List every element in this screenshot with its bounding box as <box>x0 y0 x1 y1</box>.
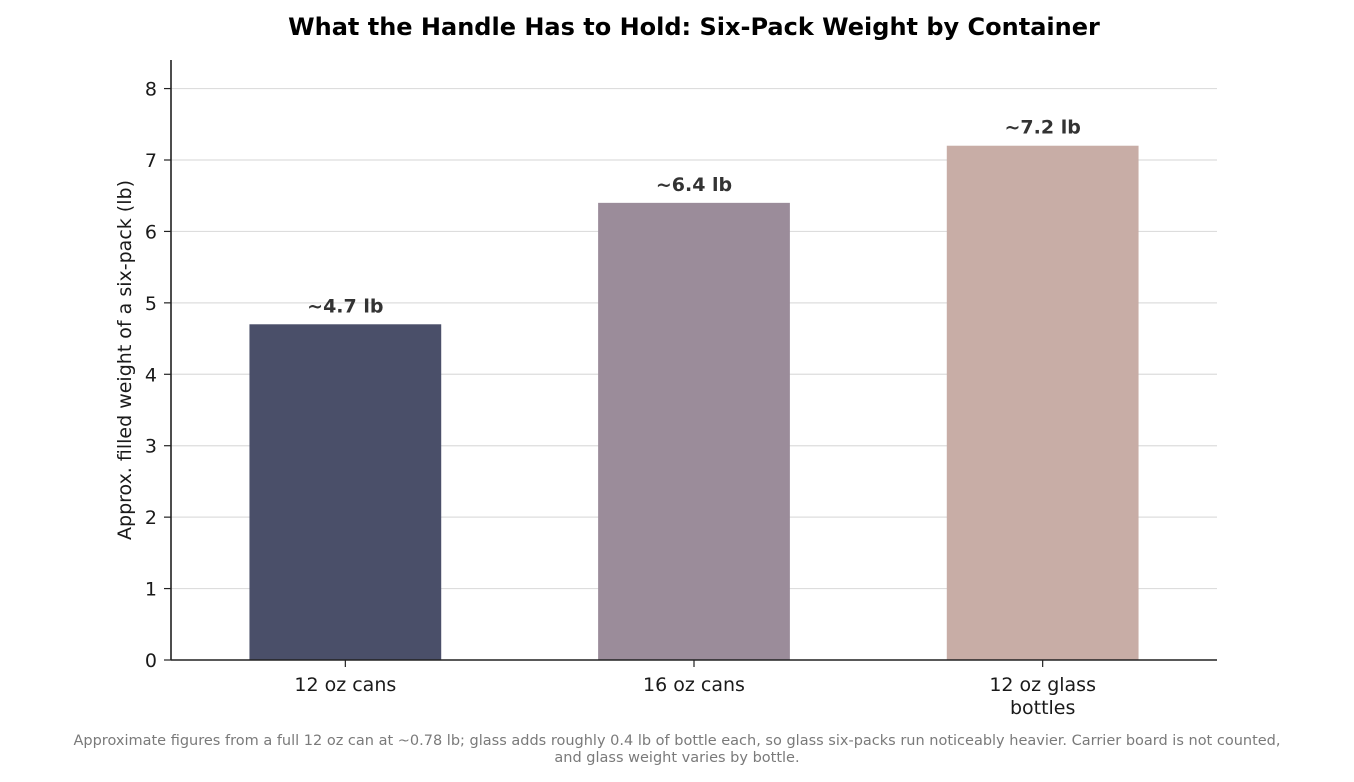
y-tick-label: 0 <box>145 650 157 672</box>
x-tick-label: 16 oz cans <box>643 674 745 696</box>
bar <box>598 202 790 660</box>
bar-value-label: ~7.2 lb <box>1005 117 1081 139</box>
bar-chart: What the Handle Has to Hold: Six-Pack We… <box>114 13 1217 719</box>
footnote-line-2: and glass weight varies by bottle. <box>554 750 800 766</box>
x-tick-label: 12 oz cans <box>294 674 396 696</box>
footnote: Approximate figures from a full 12 oz ca… <box>0 733 1354 767</box>
chart-title: What the Handle Has to Hold: Six-Pack We… <box>288 13 1100 41</box>
bar-value-label: ~6.4 lb <box>656 174 732 196</box>
y-tick-label: 1 <box>145 579 157 601</box>
y-tick-label: 6 <box>145 221 157 243</box>
data-labels: ~4.7 lb ~6.4 lb ~7.2 lb <box>307 117 1081 318</box>
y-tick-label: 4 <box>145 364 157 386</box>
x-tick-label: 12 oz glass <box>989 674 1096 696</box>
bar-value-label: ~4.7 lb <box>307 295 383 317</box>
footnote-line-1: Approximate figures from a full 12 oz ca… <box>73 733 1281 749</box>
y-tick-label: 3 <box>145 436 157 458</box>
y-tick-label: 7 <box>145 150 157 172</box>
bar <box>249 324 442 660</box>
x-tick-label: bottles <box>1010 697 1075 719</box>
y-axis-label: Approx. filled weight of a six-pack (lb) <box>114 180 136 540</box>
y-tick-label: 5 <box>145 293 157 315</box>
bar <box>946 145 1139 660</box>
y-tick-label: 2 <box>145 507 157 529</box>
y-tick-label: 8 <box>145 79 157 101</box>
axes: 0 1 2 3 4 5 6 7 8 12 oz cans 16 oz cans 12 oz glass… <box>145 60 1217 719</box>
bars <box>249 145 1139 660</box>
